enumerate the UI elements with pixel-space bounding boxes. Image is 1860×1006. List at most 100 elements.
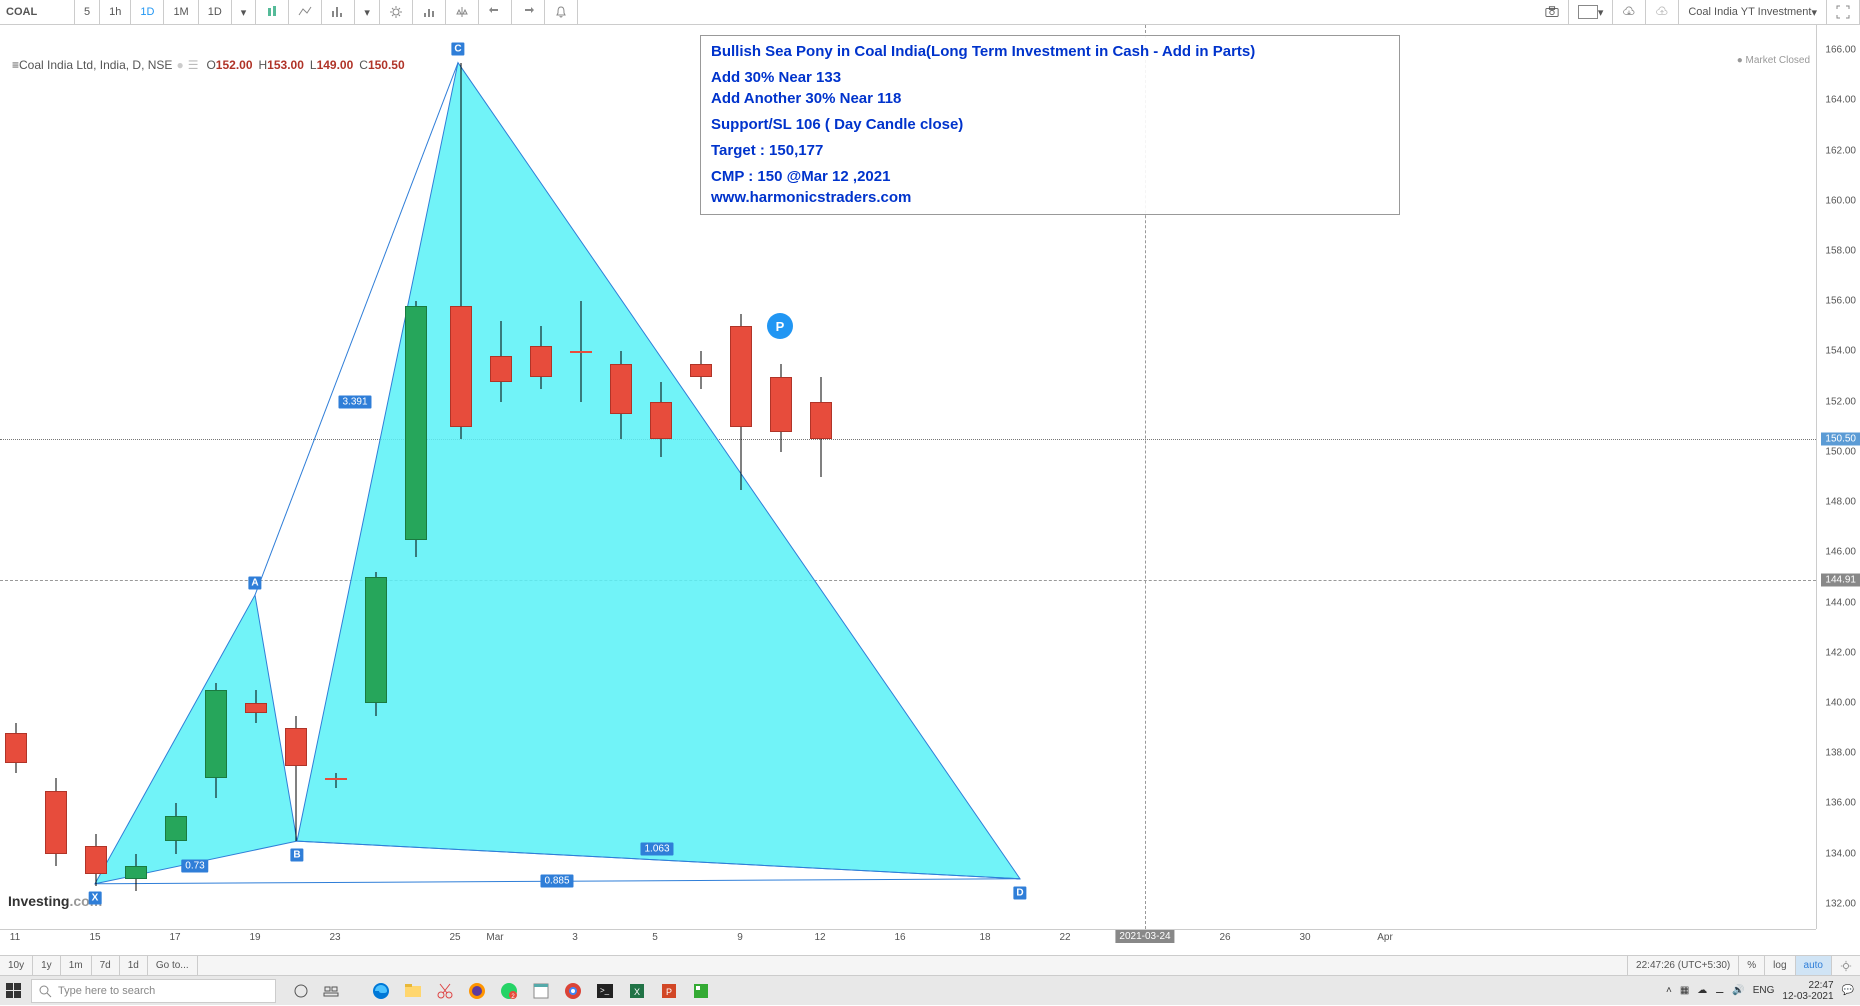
chrome-icon[interactable] bbox=[558, 976, 588, 1006]
candle-style-icon[interactable] bbox=[256, 0, 289, 24]
x-axis[interactable]: 111517192325Mar359121618222630Apr2021-03… bbox=[0, 929, 1816, 945]
tray-lang[interactable]: ENG bbox=[1753, 985, 1775, 996]
pattern-point-D[interactable]: D bbox=[1013, 886, 1026, 899]
candle[interactable] bbox=[450, 25, 472, 929]
auto-button[interactable]: auto bbox=[1795, 956, 1831, 975]
candle[interactable] bbox=[45, 25, 67, 929]
edge-icon[interactable] bbox=[366, 976, 396, 1006]
candle[interactable] bbox=[650, 25, 672, 929]
range-1m[interactable]: 1m bbox=[61, 956, 92, 975]
y-tick: 140.00 bbox=[1825, 698, 1856, 709]
candle[interactable] bbox=[85, 25, 107, 929]
symbol-input[interactable]: COAL bbox=[0, 0, 75, 24]
pattern-point-A[interactable]: A bbox=[248, 577, 261, 590]
y-tick: 154.00 bbox=[1825, 346, 1856, 357]
candle[interactable] bbox=[245, 25, 267, 929]
y-tick: 164.00 bbox=[1825, 95, 1856, 106]
excel-icon[interactable]: X bbox=[622, 976, 652, 1006]
pattern-point-B[interactable]: B bbox=[290, 849, 303, 862]
symbol-info-row: ≡ Coal India Ltd, India, D, NSE● ☰ O 152… bbox=[4, 55, 413, 75]
settings-gear-icon[interactable] bbox=[1831, 956, 1860, 975]
candle[interactable] bbox=[405, 25, 427, 929]
camera-icon[interactable] bbox=[1536, 0, 1569, 24]
candle[interactable] bbox=[610, 25, 632, 929]
tf-1d2[interactable]: 1D bbox=[199, 0, 232, 24]
template-icon[interactable] bbox=[413, 0, 446, 24]
candle[interactable] bbox=[285, 25, 307, 929]
layout-name[interactable]: Coal India YT Investment ▾ bbox=[1679, 0, 1827, 24]
powerpoint-icon[interactable]: P bbox=[654, 976, 684, 1006]
candle[interactable] bbox=[165, 25, 187, 929]
range-1y[interactable]: 1y bbox=[33, 956, 61, 975]
chart-area[interactable]: ≡ Coal India Ltd, India, D, NSE● ☰ O 152… bbox=[0, 25, 1860, 955]
range-10y[interactable]: 10y bbox=[0, 956, 33, 975]
candle[interactable] bbox=[325, 25, 347, 929]
pattern-point-X[interactable]: X bbox=[89, 891, 102, 904]
plot-area[interactable]: XABCD0.733.3910.8851.063 Bullish Sea Pon… bbox=[0, 25, 1816, 929]
indicator-dropdown-icon[interactable]: ▾ bbox=[355, 0, 380, 24]
x-tick: 26 bbox=[1219, 932, 1230, 943]
cloud-save-icon[interactable] bbox=[1646, 0, 1679, 24]
y-axis[interactable]: 166.00164.00162.00160.00158.00156.00154.… bbox=[1816, 25, 1860, 929]
y-tick: 166.00 bbox=[1825, 45, 1856, 56]
alert-icon[interactable] bbox=[545, 0, 578, 24]
settings-icon[interactable] bbox=[380, 0, 413, 24]
candle[interactable] bbox=[530, 25, 552, 929]
tray-onedrive-icon[interactable]: ☁ bbox=[1697, 985, 1707, 996]
tray-chevron-icon[interactable]: ˄ bbox=[1666, 985, 1672, 996]
candle[interactable] bbox=[5, 25, 27, 929]
candle[interactable] bbox=[490, 25, 512, 929]
candle[interactable] bbox=[570, 25, 592, 929]
task-icons: 2 >_ X P bbox=[366, 976, 716, 1005]
cortana-icon[interactable] bbox=[316, 976, 346, 1006]
app-icon[interactable] bbox=[686, 976, 716, 1006]
x-tick: 25 bbox=[449, 932, 460, 943]
compare-scale-icon[interactable] bbox=[446, 0, 479, 24]
task-view-icon[interactable] bbox=[286, 976, 316, 1006]
y-tick: 160.00 bbox=[1825, 195, 1856, 206]
tf-1h[interactable]: 1h bbox=[100, 0, 131, 24]
y-tick: 136.00 bbox=[1825, 798, 1856, 809]
indicators-icon[interactable] bbox=[322, 0, 355, 24]
search-placeholder: Type here to search bbox=[58, 985, 155, 997]
tf-1d[interactable]: 1D bbox=[131, 0, 164, 24]
range-1d[interactable]: 1d bbox=[120, 956, 148, 975]
candle[interactable] bbox=[205, 25, 227, 929]
range-7d[interactable]: 7d bbox=[92, 956, 120, 975]
x-tick: 18 bbox=[979, 932, 990, 943]
clock-label: 22:47:26 (UTC+5:30) bbox=[1627, 956, 1738, 975]
compare-icon[interactable] bbox=[289, 0, 322, 24]
redo-icon[interactable] bbox=[512, 0, 545, 24]
whatsapp-icon[interactable]: 2 bbox=[494, 976, 524, 1006]
tray-wifi-icon[interactable]: ⚊ bbox=[1715, 985, 1724, 996]
tray-notifications-icon[interactable]: 💬 bbox=[1842, 985, 1854, 996]
y-tick: 138.00 bbox=[1825, 748, 1856, 759]
explorer-icon[interactable] bbox=[398, 976, 428, 1006]
tray-clock[interactable]: 22:4712-03-2021 bbox=[1782, 980, 1833, 1002]
tf-1m[interactable]: 1M bbox=[164, 0, 198, 24]
start-button[interactable] bbox=[0, 976, 27, 1005]
p-marker[interactable]: P bbox=[767, 313, 793, 339]
goto-button[interactable]: Go to... bbox=[148, 956, 198, 975]
tf-5[interactable]: 5 bbox=[75, 0, 100, 24]
cloud-load-icon[interactable] bbox=[1613, 0, 1646, 24]
search-box[interactable]: Type here to search bbox=[31, 979, 276, 1003]
layout-icon[interactable]: ▾ bbox=[1569, 0, 1614, 24]
tray-volume-icon[interactable]: 🔊 bbox=[1732, 985, 1744, 996]
fullscreen-icon[interactable] bbox=[1827, 0, 1860, 24]
system-tray[interactable]: ˄ ▦ ☁ ⚊ 🔊 ENG 22:4712-03-2021 💬 bbox=[1660, 976, 1860, 1005]
candle[interactable] bbox=[365, 25, 387, 929]
tray-app-icon[interactable]: ▦ bbox=[1680, 985, 1689, 996]
excel2-icon[interactable] bbox=[526, 976, 556, 1006]
percent-button[interactable]: % bbox=[1738, 956, 1764, 975]
snip-icon[interactable] bbox=[430, 976, 460, 1006]
log-button[interactable]: log bbox=[1764, 956, 1794, 975]
tf-dropdown-icon[interactable]: ▾ bbox=[232, 0, 257, 24]
firefox-icon[interactable] bbox=[462, 976, 492, 1006]
annotation-box[interactable]: Bullish Sea Pony in Coal India(Long Term… bbox=[700, 35, 1400, 215]
terminal-icon[interactable]: >_ bbox=[590, 976, 620, 1006]
undo-icon[interactable] bbox=[479, 0, 512, 24]
svg-text:X: X bbox=[634, 987, 640, 997]
candle[interactable] bbox=[125, 25, 147, 929]
pattern-point-C[interactable]: C bbox=[451, 42, 464, 55]
